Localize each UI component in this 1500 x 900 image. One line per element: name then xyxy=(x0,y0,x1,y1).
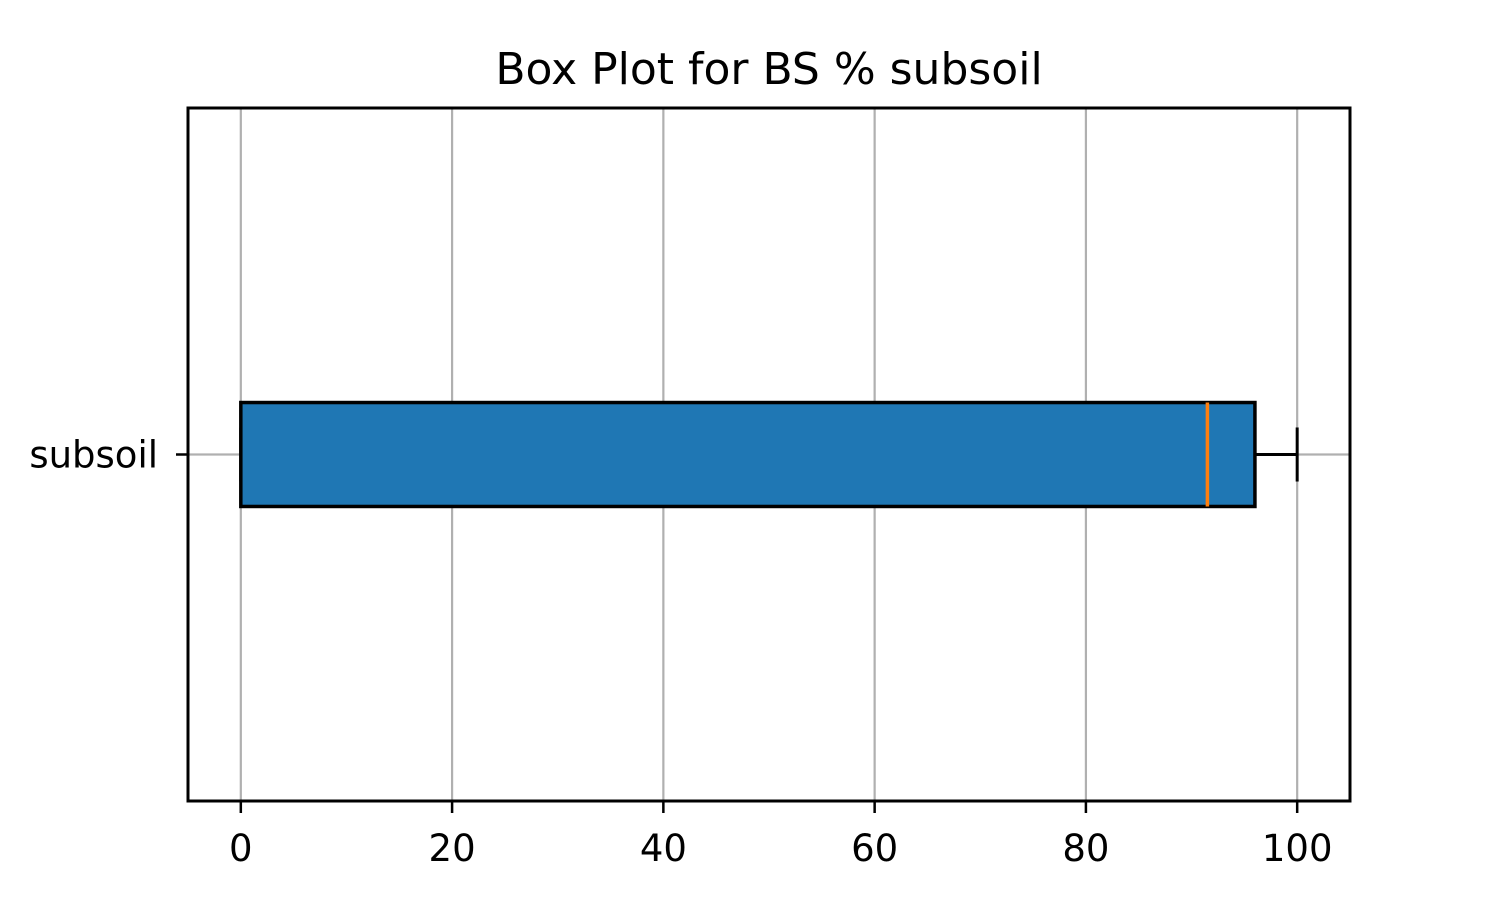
y-axis-ticks: subsoil xyxy=(29,434,188,477)
x-tick-label: 60 xyxy=(851,827,898,870)
box-layer xyxy=(239,400,1299,509)
x-tick-label: 40 xyxy=(640,827,687,870)
x-tick-label: 100 xyxy=(1262,827,1333,870)
y-tick-label: subsoil xyxy=(29,434,158,477)
chart-title: Box Plot for BS % subsoil xyxy=(495,44,1042,95)
x-axis-ticks: 0 20 40 60 80 100 xyxy=(229,801,1332,870)
x-tick-label: 0 xyxy=(229,827,253,870)
x-tick-label: 80 xyxy=(1062,827,1109,870)
box-iqr xyxy=(239,400,1257,509)
x-tick-label: 20 xyxy=(429,827,476,870)
